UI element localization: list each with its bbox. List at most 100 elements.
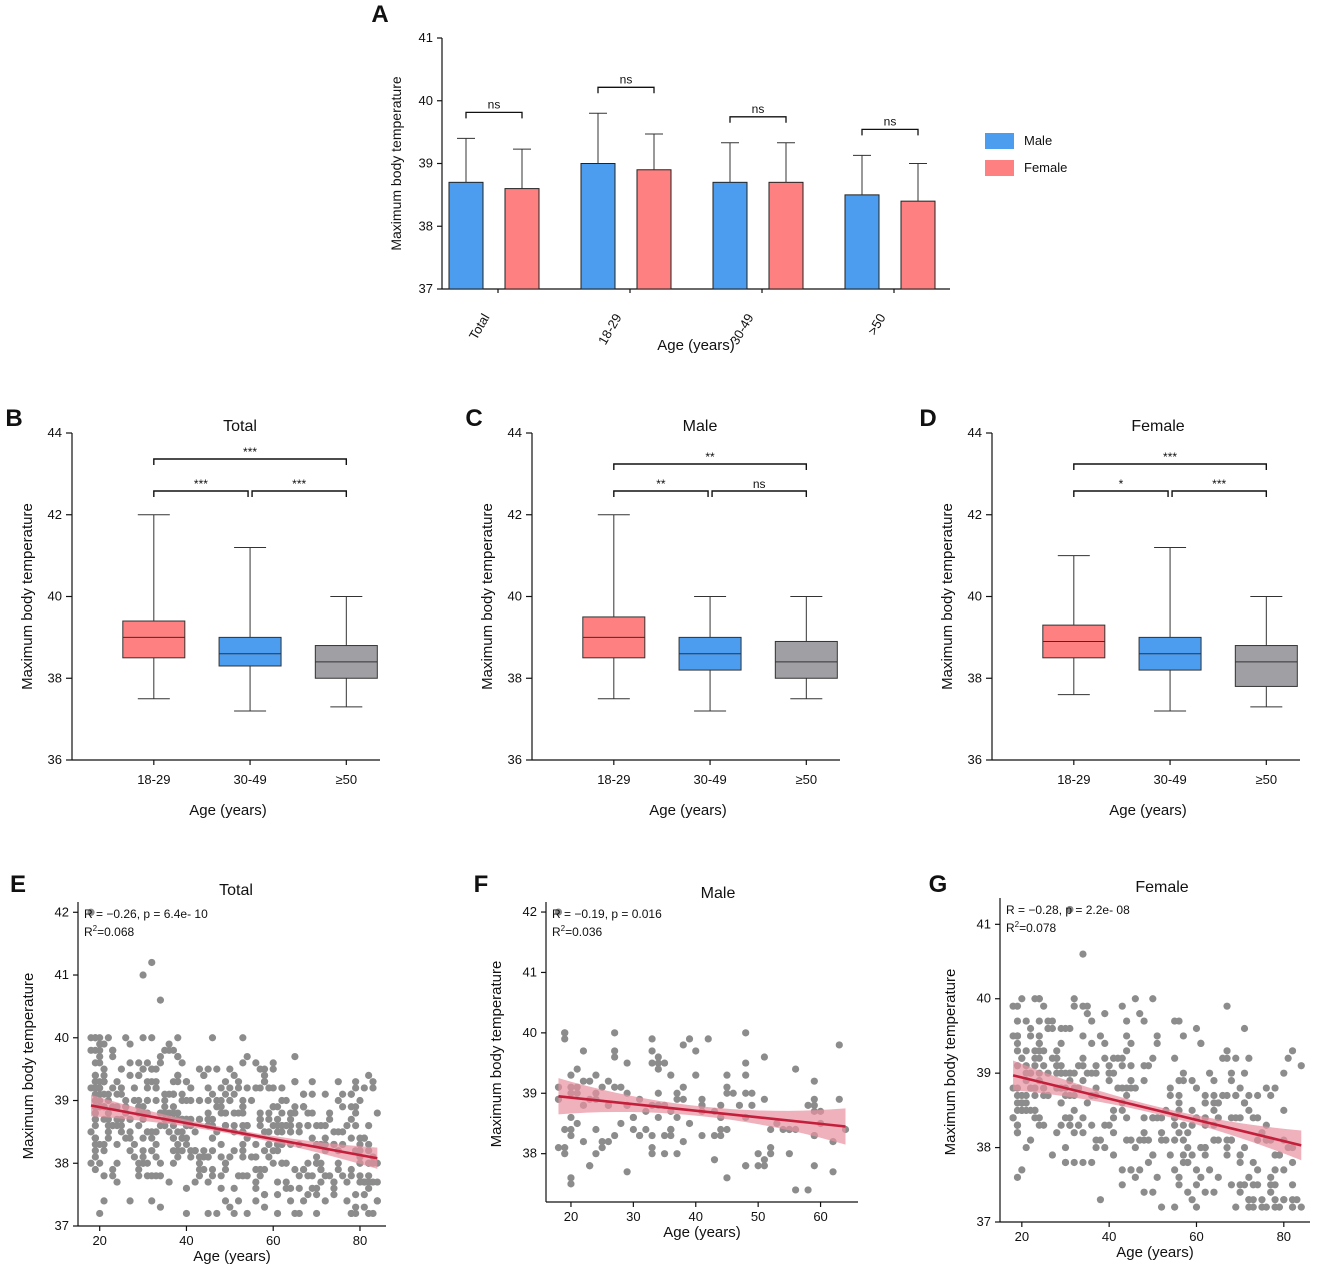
data-point: [91, 1140, 99, 1149]
data-point: [1184, 1188, 1192, 1196]
x-axis-title: Age (years): [663, 1224, 741, 1241]
x-tick-label: 60: [813, 1209, 827, 1224]
data-point: [139, 1065, 147, 1073]
y-tick-label: 40: [55, 1030, 69, 1045]
data-point: [1140, 1188, 1148, 1196]
data-point: [692, 1047, 700, 1055]
panel-label: E: [10, 871, 26, 898]
data-point: [182, 1140, 191, 1149]
y-tick-label: 42: [968, 507, 982, 522]
data-point: [195, 1153, 204, 1161]
data-point: [611, 1053, 619, 1061]
data-point: [1079, 1032, 1087, 1040]
data-point: [308, 1090, 316, 1098]
data-point: [1109, 1129, 1118, 1137]
data-point: [352, 1078, 360, 1086]
data-point: [1214, 1173, 1222, 1181]
data-point: [282, 1178, 290, 1186]
data-point: [1053, 1047, 1061, 1055]
data-point: [295, 1172, 303, 1180]
data-point: [87, 908, 95, 916]
data-point: [230, 1209, 238, 1218]
data-point: [1280, 1106, 1288, 1114]
data-point: [1035, 1017, 1043, 1025]
data-point: [1092, 1062, 1100, 1070]
data-point: [654, 1059, 662, 1067]
data-point: [767, 1150, 775, 1158]
data-point: [1254, 1166, 1262, 1174]
data-point: [1262, 1084, 1270, 1092]
significance-bracket: [597, 86, 655, 94]
data-point: [660, 1131, 669, 1140]
data-point: [1044, 1024, 1052, 1033]
data-point: [654, 1089, 662, 1097]
data-point: [804, 1101, 812, 1109]
data-point: [126, 1040, 134, 1048]
y-tick-label: 38: [48, 670, 62, 685]
data-point: [1223, 1143, 1231, 1152]
data-point: [1118, 1054, 1126, 1062]
data-point: [1223, 1151, 1231, 1159]
data-point: [96, 1159, 104, 1167]
data-point: [623, 1059, 631, 1067]
data-point: [273, 1115, 282, 1123]
data-point: [260, 1128, 269, 1136]
data-point: [1127, 1136, 1135, 1144]
x-tick-label: ≥50: [336, 772, 358, 787]
data-point: [221, 1197, 230, 1205]
panel-c-box-male: C Male 36 38 40 42 44 Maximum body temperature A…: [465, 405, 840, 819]
y-tick-label: 40: [508, 589, 522, 604]
data-point: [360, 1203, 368, 1211]
data-point: [1258, 1196, 1266, 1204]
data-point: [1035, 1114, 1043, 1122]
data-point: [1083, 1069, 1091, 1077]
panel-title: Total: [219, 882, 253, 899]
data-point: [1127, 1077, 1135, 1085]
data-point: [1079, 1054, 1087, 1062]
data-point: [1245, 1173, 1253, 1181]
data-point: [742, 1059, 750, 1067]
data-point: [239, 1096, 247, 1105]
comparison-bracket: [711, 490, 808, 497]
data-point: [156, 1203, 165, 1211]
data-point: [139, 1034, 147, 1042]
data-point: [792, 1065, 800, 1073]
panel-d-box-female: D Female 36 38 40 42 44 Maximum body temperatur…: [919, 405, 1300, 819]
data-point: [330, 1178, 338, 1186]
data-point: [1171, 1121, 1179, 1129]
data-point: [792, 1186, 800, 1194]
data-point: [592, 1071, 600, 1079]
data-point: [1013, 1017, 1022, 1025]
data-point: [352, 1103, 360, 1111]
data-point: [1175, 1091, 1183, 1100]
data-point: [567, 1180, 575, 1188]
data-point: [143, 1128, 152, 1136]
data-point: [152, 1078, 160, 1086]
data-point: [117, 1065, 125, 1073]
data-point: [629, 1125, 637, 1134]
data-point: [104, 1034, 112, 1042]
data-point: [1026, 1024, 1035, 1033]
data-point: [213, 1096, 221, 1105]
x-tick-label: 20: [92, 1233, 106, 1248]
data-point: [360, 1084, 368, 1092]
male-bar: [448, 181, 484, 290]
data-point: [347, 1165, 355, 1174]
box: [774, 640, 838, 679]
x-tick-label: Total: [466, 311, 493, 342]
data-point: [204, 1115, 212, 1123]
data-point: [208, 1165, 217, 1174]
data-point: [360, 1191, 368, 1199]
data-point: [217, 1103, 225, 1111]
data-point: [698, 1095, 706, 1103]
data-point: [1236, 1158, 1244, 1167]
x-tick-label: 30-49: [233, 772, 266, 787]
data-point: [1184, 1129, 1192, 1137]
panel-label: B: [5, 405, 22, 432]
data-point: [648, 1150, 656, 1158]
data-point: [187, 1147, 195, 1155]
data-point: [1179, 1069, 1187, 1077]
data-point: [282, 1122, 290, 1130]
data-point: [1175, 1173, 1183, 1181]
data-point: [135, 1059, 143, 1067]
